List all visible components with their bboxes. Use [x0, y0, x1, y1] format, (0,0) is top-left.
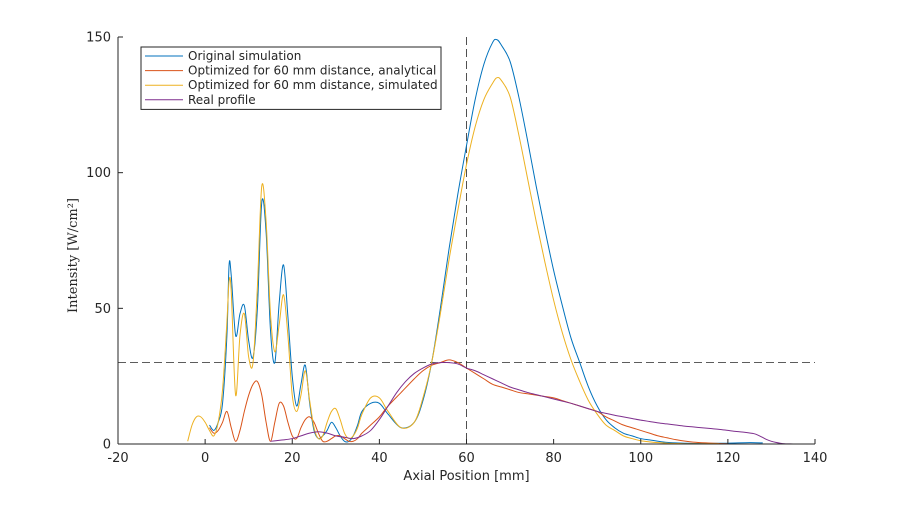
x-tick-label: 20	[284, 451, 301, 466]
y-ticks-group: 0 50 100 150	[86, 31, 123, 453]
x-tick-label: 80	[545, 451, 562, 466]
y-tick-label: 0	[103, 438, 111, 453]
y-tick-label: 150	[86, 31, 111, 46]
series-line-real-profile	[270, 361, 794, 445]
x-tick-label: 60	[458, 451, 475, 466]
x-tick-label: 40	[371, 451, 388, 466]
legend-label: Optimized for 60 mm distance, simulated	[188, 78, 438, 92]
x-tick-label: -20	[107, 451, 128, 466]
y-tick-label: 100	[86, 166, 111, 181]
legend-label: Real profile	[188, 93, 256, 107]
x-ticks-group: -20 0 20 40 60 80 100 120 140	[107, 439, 827, 466]
legend-box	[140, 46, 442, 110]
y-tick-label: 50	[94, 302, 111, 317]
y-axis-label: Intensity [W/cm²]	[66, 198, 81, 313]
reference-lines-group	[118, 37, 815, 444]
x-tick-label: 100	[628, 451, 653, 466]
x-tick-label: 0	[201, 451, 209, 466]
x-tick-label: 120	[715, 451, 740, 466]
x-axis-label: Axial Position [mm]	[403, 469, 529, 484]
series-group	[187, 38, 794, 445]
legend-label: Original simulation	[188, 49, 301, 63]
series-line-optimized-for-60-mm-distance-analytical	[209, 359, 728, 445]
legend-label: Optimized for 60 mm distance, analytical	[188, 64, 436, 78]
x-tick-label: 140	[803, 451, 828, 466]
series-line-optimized-for-60-mm-distance-simulated	[187, 76, 720, 445]
